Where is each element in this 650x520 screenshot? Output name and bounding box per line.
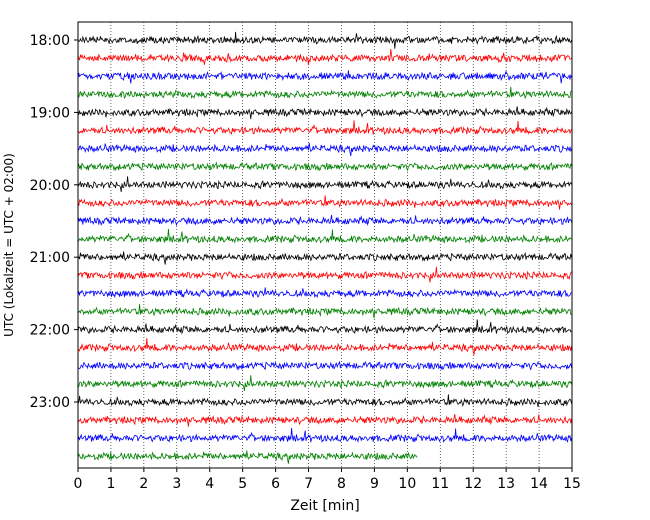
x-tick-label: 6: [271, 476, 280, 492]
seismogram-trace: [77, 120, 572, 136]
x-axis-label: Zeit [min]: [290, 498, 359, 514]
seismogram-trace: [77, 303, 572, 319]
x-tick-label: 15: [563, 476, 581, 492]
seismogram-traces: [77, 31, 572, 464]
vertical-grid: [110, 22, 540, 468]
x-tick-label: 7: [304, 476, 313, 492]
seismogram-trace: [77, 266, 572, 283]
seismogram-trace: [77, 450, 418, 464]
y-tick-label: 23:00: [30, 395, 70, 411]
x-tick-label: 3: [172, 476, 181, 492]
seismogram-trace: [77, 319, 572, 335]
seismogram-trace: [77, 161, 572, 172]
seismogram-trace: [77, 195, 572, 210]
x-tick-label: 4: [205, 476, 214, 492]
seismogram-trace: [77, 31, 572, 49]
seismogram-trace: [77, 427, 572, 443]
x-tick-label: 10: [398, 476, 416, 492]
x-tick-label: 9: [370, 476, 379, 492]
x-tick-label: 5: [238, 476, 247, 492]
seismogram-trace: [77, 375, 572, 392]
y-axis-ticks: 18:00 19:00 20:00 21:00 22:00 23:00: [30, 33, 78, 411]
y-tick-label: 18:00: [30, 33, 70, 49]
x-tick-label: 8: [337, 476, 346, 492]
seismogram-trace: [77, 214, 572, 227]
x-tick-label: 11: [431, 476, 449, 492]
seismogram-trace: [77, 251, 572, 265]
y-axis-label: UTC (Lokalzeit = UTC + 02:00): [2, 153, 16, 337]
x-axis-ticks: 0 1 2 3 4 5 6 7 8 9 10 11 12 13 14 15: [74, 468, 581, 492]
seismogram-trace: [77, 86, 572, 100]
x-tick-label: 0: [74, 476, 83, 492]
x-tick-label: 2: [139, 476, 148, 492]
x-tick-label: 14: [530, 476, 548, 492]
y-tick-label: 20:00: [30, 178, 70, 194]
seismogram-trace: [77, 360, 572, 371]
seismogram-trace: [77, 338, 572, 356]
seismogram-trace: [77, 287, 572, 299]
x-tick-label: 1: [106, 476, 115, 492]
y-tick-label: 22:00: [30, 323, 70, 339]
x-tick-label: 13: [497, 476, 515, 492]
x-tick-label: 12: [464, 476, 482, 492]
seismogram-trace: [77, 106, 572, 120]
seismogram-trace: [77, 413, 572, 427]
seismogram-trace: [77, 70, 572, 84]
plot-frame: [77, 21, 573, 469]
seismogram-trace: [77, 394, 572, 407]
y-tick-label: 19:00: [30, 105, 70, 121]
seismogram-trace: [77, 228, 572, 244]
seismogram-trace: [77, 49, 572, 66]
seismogram-trace: [77, 142, 572, 157]
y-tick-label: 21:00: [30, 250, 70, 266]
seismogram-trace: [77, 176, 572, 192]
